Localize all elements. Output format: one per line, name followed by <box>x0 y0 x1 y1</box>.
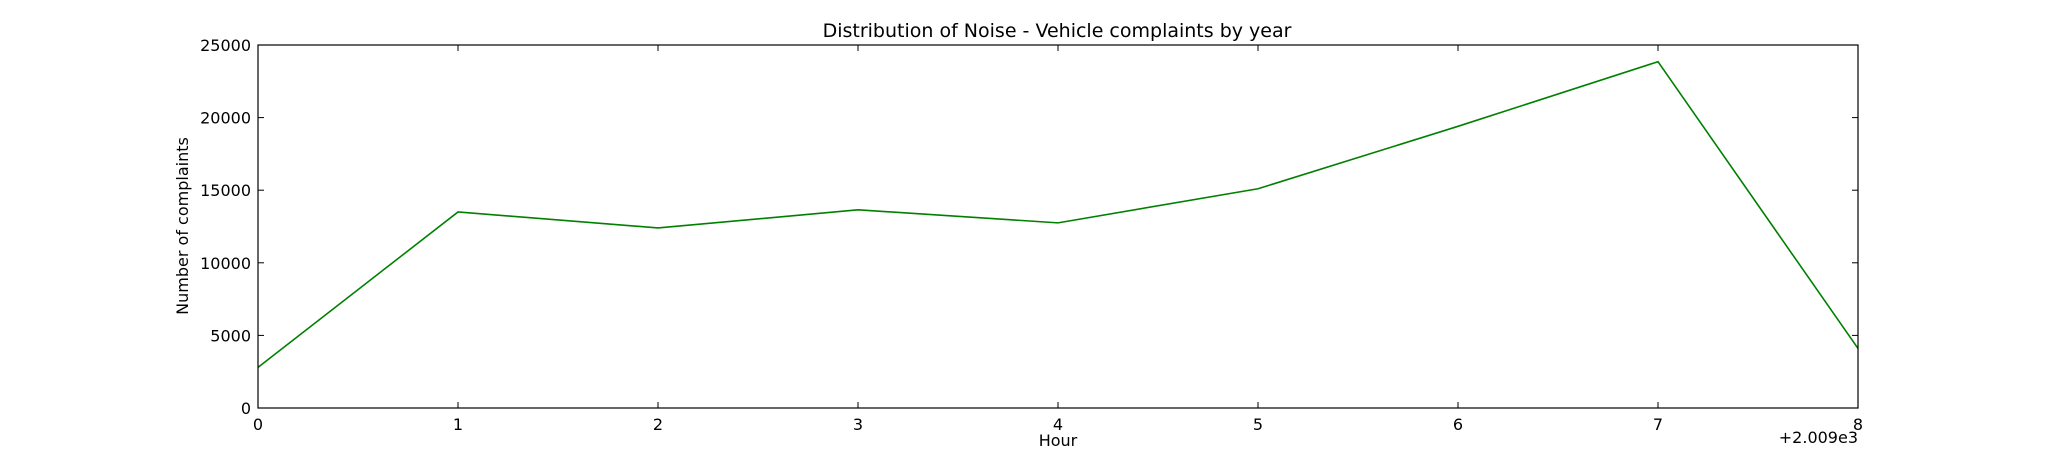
x-tick-label: 2 <box>653 415 663 434</box>
y-tick-label: 15000 <box>200 181 251 200</box>
y-tick-label: 10000 <box>200 254 251 273</box>
x-axis-offset-label: +2.009e3 <box>1779 428 1858 447</box>
plot-area-frame <box>257 44 1859 409</box>
y-tick-label: 20000 <box>200 109 251 128</box>
y-tick-label: 25000 <box>200 36 251 55</box>
x-tick-label: 7 <box>1653 415 1663 434</box>
x-tick-label: 0 <box>253 415 263 434</box>
y-axis-label: Number of complaints <box>173 137 192 315</box>
x-tick-label: 3 <box>853 415 863 434</box>
y-tick-label: 0 <box>241 399 251 418</box>
x-tick-label: 1 <box>453 415 463 434</box>
x-tick-label: 5 <box>1253 415 1263 434</box>
y-axis-ticks: 0 5000 10000 15000 20000 25000 <box>200 36 1858 418</box>
chart-title: Distribution of Noise - Vehicle complain… <box>823 20 1292 42</box>
x-tick-label: 4 <box>1053 415 1063 434</box>
y-tick-label: 5000 <box>210 326 251 345</box>
x-axis-ticks: 0 1 2 3 4 5 6 7 8 <box>253 45 1863 434</box>
x-tick-label: 8 <box>1853 415 1863 434</box>
series-line <box>257 60 1859 368</box>
x-axis-label: Hour <box>1039 431 1078 450</box>
x-tick-label: 6 <box>1453 415 1463 434</box>
